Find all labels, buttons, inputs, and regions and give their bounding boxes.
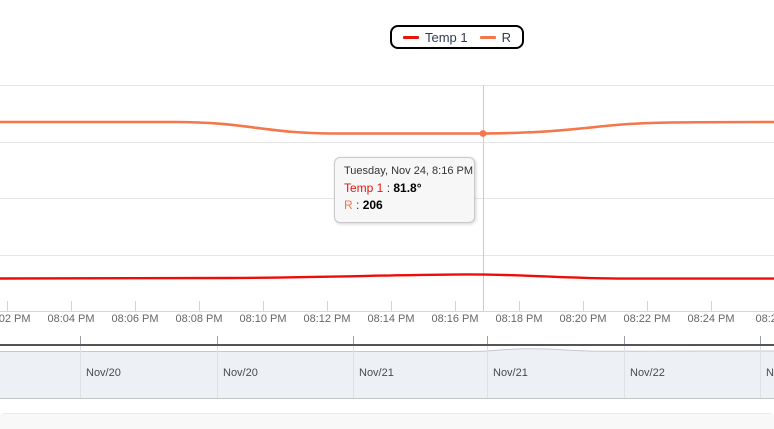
x-tick: [135, 301, 136, 311]
navigator-date-label: Nov/22: [766, 367, 774, 379]
gridline: [0, 142, 774, 143]
tooltip-date: Tuesday, Nov 24, 8:16 PM: [344, 165, 474, 177]
x-tick: [71, 301, 72, 311]
tooltip-row-temp1: Temp 1 : 81.8°: [344, 181, 465, 195]
navigator-date-label: Nov/20: [86, 367, 121, 379]
navigator-gridline: [80, 346, 81, 398]
x-axis-label: 08:22 PM: [623, 313, 671, 325]
x-tick: [583, 301, 584, 311]
tooltip-separator: :: [352, 198, 363, 212]
navigator-series-line: [0, 348, 774, 352]
navigator-tick: [624, 336, 625, 344]
x-axis-label: 08:24 PM: [687, 313, 735, 325]
navigator-outline: [0, 344, 774, 346]
x-axis-label: 08:14 PM: [367, 313, 415, 325]
tooltip-value: 81.8°: [393, 181, 422, 195]
legend-item-r[interactable]: R: [479, 29, 512, 45]
navigator-gridline: [624, 346, 625, 398]
x-axis-label: 08:20 PM: [559, 313, 607, 325]
r-series-line: [0, 120, 774, 135]
navigator-gridline: [353, 346, 354, 398]
gridline: [0, 255, 774, 256]
tooltip-series-name: Temp 1: [344, 181, 384, 195]
navigator-tick: [80, 336, 81, 344]
temp1-series-line: [0, 273, 774, 280]
tooltip: Tuesday, Nov 24, 8:16 PM Temp 1 : 81.8° …: [334, 157, 475, 223]
legend-label-r: R: [501, 29, 512, 45]
x-axis-label: 08:12 PM: [303, 313, 351, 325]
legend-item-temp1[interactable]: Temp 1: [403, 31, 468, 44]
x-tick: [711, 301, 712, 311]
x-axis-label: 08:16 PM: [431, 313, 479, 325]
r-line-swatch-icon: [479, 35, 496, 39]
x-tick: [391, 301, 392, 311]
x-axis-label: 08:26 PM: [755, 313, 774, 325]
x-axis-label: 08:10 PM: [239, 313, 287, 325]
navigator-area-fill: [0, 348, 774, 398]
x-axis-label: 08:06 PM: [111, 313, 159, 325]
x-tick: [327, 301, 328, 311]
tooltip-series-name: R: [344, 198, 353, 212]
navigator-tick: [353, 336, 354, 344]
navigator-date-label: Nov/21: [493, 367, 528, 379]
x-tick: [647, 301, 648, 311]
navigator-gridline: [217, 346, 218, 398]
navigator-tick: [760, 336, 761, 344]
scrollbar-track[interactable]: [0, 413, 774, 429]
tooltip-value: 206: [362, 198, 383, 212]
temp1-line-swatch-icon: [403, 35, 419, 39]
navigator-date-label: Nov/21: [359, 367, 394, 379]
navigator-gridline: [760, 346, 761, 398]
tooltip-row-r: R : 206: [344, 198, 465, 212]
x-axis-label: 08:08 PM: [175, 313, 223, 325]
navigator-tick: [217, 336, 218, 344]
x-tick: [7, 301, 8, 311]
x-tick: [519, 301, 520, 311]
navigator-date-label: Nov/20: [223, 367, 258, 379]
gridline: [0, 85, 774, 86]
x-tick: [263, 301, 264, 311]
tooltip-separator: :: [383, 181, 394, 195]
navigator-gridline: [487, 346, 488, 398]
navigator-tick: [487, 336, 488, 344]
x-axis-label: 08:02 PM: [0, 313, 31, 325]
navigator-series-layer: [0, 348, 774, 398]
x-axis-line: [0, 311, 774, 312]
legend: Temp 1 R: [390, 25, 525, 49]
navigator-bottom-border: [0, 398, 774, 399]
x-axis-label: 08:04 PM: [47, 313, 95, 325]
navigator[interactable]: Nov/20 Nov/20 Nov/21 Nov/21 Nov/22 Nov/2…: [0, 346, 774, 398]
x-axis-label: 08:18 PM: [495, 313, 543, 325]
navigator-date-label: Nov/22: [630, 367, 665, 379]
x-tick: [199, 301, 200, 311]
crosshair-line: [483, 85, 484, 311]
legend-label-temp1: Temp 1: [425, 29, 468, 45]
x-tick: [455, 301, 456, 311]
